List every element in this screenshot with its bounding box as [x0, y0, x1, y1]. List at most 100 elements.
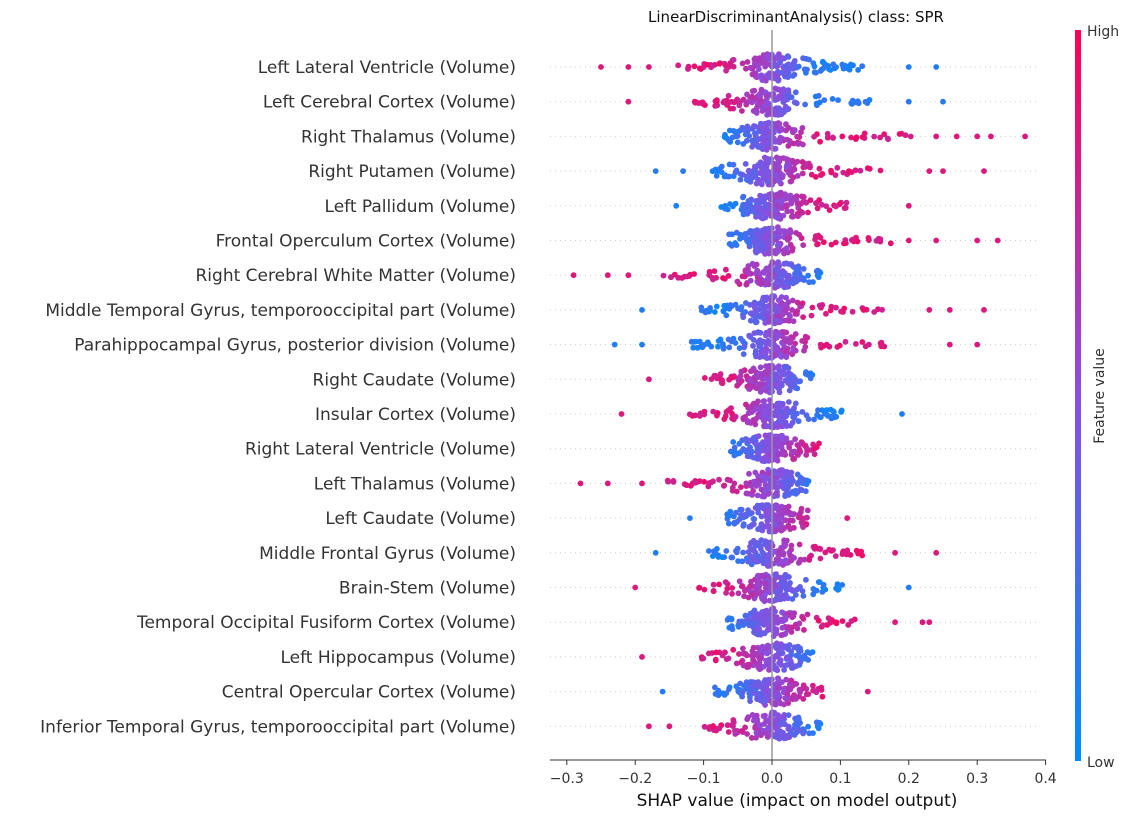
shap-point: [838, 409, 845, 415]
shap-point: [905, 237, 912, 244]
colorbar-title: Feature value: [1092, 348, 1108, 444]
shap-point: [762, 332, 769, 339]
shap-point: [646, 723, 652, 730]
shap-point: [733, 660, 740, 667]
shap-point: [710, 581, 717, 588]
shap-point: [784, 691, 791, 697]
shap-point: [850, 238, 857, 245]
shap-point: [782, 541, 789, 548]
shap-point: [779, 370, 786, 377]
shap-point: [775, 684, 782, 691]
shap-point: [792, 487, 799, 494]
shap-point: [814, 719, 820, 726]
shap-point: [712, 372, 719, 379]
shap-point: [755, 509, 762, 516]
shap-point: [723, 67, 729, 74]
x-tick-label: −0.3: [550, 771, 584, 787]
shap-point: [779, 679, 785, 686]
shap-point: [781, 250, 787, 257]
shap-point: [625, 98, 632, 105]
shap-point: [728, 98, 735, 105]
shap-point: [774, 53, 781, 60]
shap-point: [808, 171, 815, 178]
shap-point: [744, 716, 751, 723]
shap-point: [700, 655, 707, 662]
shap-point: [748, 561, 755, 568]
shap-point: [685, 63, 692, 70]
shap-point: [848, 134, 854, 141]
shap-point: [729, 484, 736, 491]
shap-point: [598, 64, 604, 70]
shap-point: [724, 476, 731, 483]
shap-point: [740, 338, 746, 345]
shap-point: [734, 278, 741, 285]
shap-point: [822, 549, 829, 556]
shap-point: [743, 490, 750, 497]
shap-point: [813, 689, 820, 696]
shap-point: [844, 515, 851, 521]
shap-point: [819, 407, 825, 413]
shap-point: [823, 203, 829, 210]
shap-point: [933, 549, 940, 556]
shap-point: [772, 572, 779, 579]
shap-point: [773, 193, 779, 200]
shap-point: [765, 281, 771, 287]
shap-point: [783, 245, 790, 252]
shap-point: [787, 178, 794, 185]
shap-point: [800, 242, 807, 249]
shap-point: [726, 231, 732, 238]
shap-point: [785, 261, 792, 267]
shap-point: [784, 208, 791, 215]
shap-point: [742, 267, 749, 273]
shap-point: [779, 558, 785, 565]
shap-point: [764, 650, 770, 657]
shap-point: [639, 341, 645, 348]
shap-point: [871, 133, 878, 140]
shap-point: [777, 189, 784, 196]
shap-point: [766, 158, 773, 164]
shap-point: [905, 64, 912, 70]
shap-point: [877, 134, 883, 141]
shap-point: [810, 591, 817, 598]
shap-point: [713, 649, 720, 656]
shap-point: [853, 547, 860, 554]
shap-point: [884, 135, 891, 142]
shap-point: [743, 235, 750, 242]
shap-point: [796, 648, 803, 655]
shap-point: [842, 338, 849, 345]
shap-point: [753, 483, 760, 489]
shap-point: [698, 304, 705, 311]
shap-point: [785, 379, 792, 386]
shap-point: [747, 698, 753, 704]
shap-point: [786, 272, 792, 279]
shap-point: [725, 655, 732, 662]
shap-point: [646, 64, 652, 70]
shap-point: [711, 268, 718, 275]
shap-point: [861, 130, 868, 137]
shap-point: [762, 369, 769, 375]
shap-point: [1022, 133, 1028, 140]
shap-point: [757, 342, 764, 348]
shap-point: [786, 582, 792, 589]
shap-point: [746, 470, 752, 477]
shap-point: [820, 58, 826, 65]
shap-point: [788, 199, 794, 206]
shap-point: [778, 632, 785, 639]
shap-point: [774, 619, 781, 626]
feature-label: Left Cerebral Cortex (Volume): [263, 93, 516, 113]
shap-point: [729, 590, 735, 597]
shap-point: [762, 413, 769, 419]
shap-point: [774, 317, 781, 324]
shap-point: [848, 100, 855, 106]
shap-point: [797, 378, 803, 385]
shap-point: [780, 644, 787, 651]
shap-point: [946, 307, 953, 313]
shap-point: [758, 413, 764, 419]
shap-point: [774, 590, 780, 597]
shap-point: [774, 512, 780, 519]
shap-point: [726, 344, 733, 351]
shap-point: [761, 493, 768, 500]
shap-point: [692, 479, 699, 486]
shap-point: [743, 480, 750, 487]
shap-point: [759, 457, 765, 464]
